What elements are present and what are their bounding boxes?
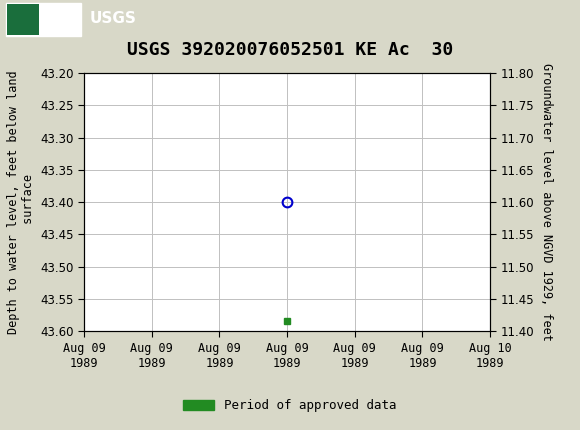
FancyBboxPatch shape: [6, 3, 81, 36]
Y-axis label: Groundwater level above NGVD 1929, feet: Groundwater level above NGVD 1929, feet: [540, 63, 553, 341]
Y-axis label: Depth to water level, feet below land
 surface: Depth to water level, feet below land su…: [6, 70, 35, 334]
Legend: Period of approved data: Period of approved data: [178, 394, 402, 417]
FancyBboxPatch shape: [7, 4, 39, 35]
Text: USGS 392020076052501 KE Ac  30: USGS 392020076052501 KE Ac 30: [127, 41, 453, 59]
Text: USGS: USGS: [90, 11, 137, 26]
